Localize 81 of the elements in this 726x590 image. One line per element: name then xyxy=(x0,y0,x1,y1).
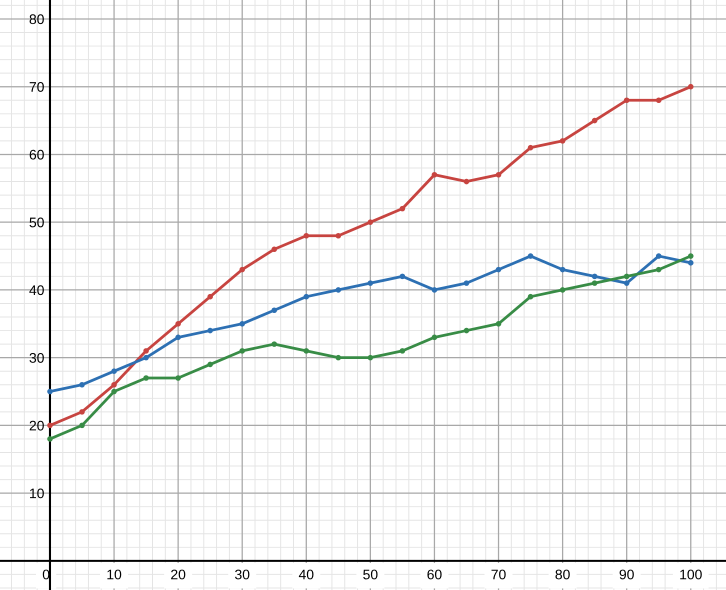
point xyxy=(400,206,406,212)
point xyxy=(143,348,149,354)
point xyxy=(688,260,694,266)
y-tick-label: 40 xyxy=(29,285,44,296)
point xyxy=(432,287,438,293)
point xyxy=(336,232,342,239)
point xyxy=(496,172,502,178)
point xyxy=(47,422,53,428)
point xyxy=(560,266,566,272)
point xyxy=(79,422,85,428)
point xyxy=(207,294,213,300)
x-tick-label: 80 xyxy=(555,570,570,580)
point xyxy=(624,274,630,280)
point xyxy=(432,334,438,340)
point xyxy=(528,253,534,259)
point xyxy=(656,266,662,272)
x-tick-label: 70 xyxy=(492,570,506,580)
point xyxy=(464,328,470,334)
y-tick-label: 10 xyxy=(30,488,44,498)
x-tick-label: 90 xyxy=(620,570,634,580)
point xyxy=(624,280,630,286)
point xyxy=(143,354,149,360)
point xyxy=(79,382,85,388)
point xyxy=(111,382,117,388)
point xyxy=(304,232,310,239)
point xyxy=(304,294,310,300)
point xyxy=(175,334,181,340)
point xyxy=(111,388,117,394)
point xyxy=(368,354,374,360)
point xyxy=(528,144,534,150)
point xyxy=(656,253,662,259)
point xyxy=(143,375,149,381)
point xyxy=(175,321,181,327)
point xyxy=(496,321,502,327)
point xyxy=(207,328,213,334)
point xyxy=(111,368,117,374)
point xyxy=(239,321,245,327)
point xyxy=(368,219,374,225)
point xyxy=(624,97,630,104)
x-tick-label: 40 xyxy=(298,570,314,580)
x-tick-label: 20 xyxy=(171,570,186,580)
point xyxy=(464,280,470,286)
point xyxy=(592,274,598,280)
point xyxy=(688,84,694,90)
point xyxy=(656,97,662,104)
point xyxy=(271,307,278,314)
point xyxy=(400,274,406,280)
point xyxy=(175,375,181,381)
y-tick-label: 20 xyxy=(30,420,44,431)
x-tick-label: 10 xyxy=(107,570,122,580)
point xyxy=(304,348,310,354)
point xyxy=(47,436,53,442)
y-tick-label: 80 xyxy=(30,14,44,24)
y-tick-label: 30 xyxy=(30,352,44,363)
point xyxy=(400,348,406,354)
x-tick-label: 60 xyxy=(427,570,442,580)
point xyxy=(336,287,342,293)
point xyxy=(432,172,438,178)
point xyxy=(207,362,213,368)
point xyxy=(528,294,534,300)
x-tick-label: 30 xyxy=(235,570,250,580)
point xyxy=(592,280,598,286)
point xyxy=(239,348,245,354)
point xyxy=(496,266,502,272)
y-tick-label: 60 xyxy=(30,150,44,160)
point xyxy=(464,178,470,184)
point xyxy=(239,266,245,272)
point xyxy=(560,138,566,144)
point xyxy=(79,409,85,415)
point xyxy=(560,287,566,293)
point xyxy=(271,341,278,347)
point xyxy=(688,253,694,259)
point xyxy=(336,354,342,360)
point xyxy=(271,246,278,252)
y-tick-label: 70 xyxy=(30,82,44,92)
point xyxy=(592,118,598,124)
x-tick-label: 100 xyxy=(680,570,702,580)
point xyxy=(368,280,374,286)
point xyxy=(47,388,53,394)
x-tick-label: 50 xyxy=(363,570,378,580)
y-tick-label: 50 xyxy=(30,218,44,228)
